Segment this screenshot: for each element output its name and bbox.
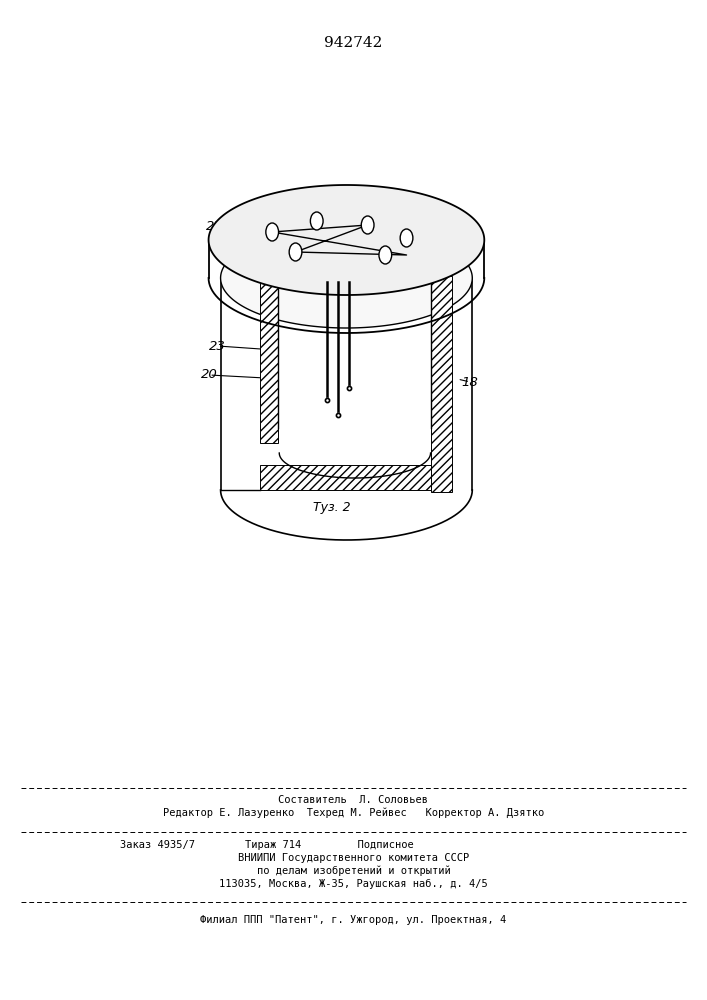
Text: Заказ 4935/7        Тираж 714         Подписное: Заказ 4935/7 Тираж 714 Подписное <box>120 840 414 850</box>
Text: 19: 19 <box>458 251 475 264</box>
Text: 113035, Москва, Ж-35, Раушская наб., д. 4/5: 113035, Москва, Ж-35, Раушская наб., д. … <box>219 879 488 889</box>
Text: Филиал ППП "Патент", г. Ужгород, ул. Проектная, 4: Филиал ППП "Патент", г. Ужгород, ул. Про… <box>200 915 507 925</box>
Polygon shape <box>260 465 431 490</box>
Text: 942742: 942742 <box>325 36 382 50</box>
Circle shape <box>400 229 413 247</box>
Circle shape <box>289 243 302 261</box>
Text: 20: 20 <box>201 368 218 381</box>
Circle shape <box>361 216 374 234</box>
Circle shape <box>310 212 323 230</box>
Text: ВНИИПИ Государственного комитета СССР: ВНИИПИ Государственного комитета СССР <box>238 853 469 863</box>
Polygon shape <box>260 276 278 443</box>
Polygon shape <box>221 228 472 328</box>
Text: 21: 21 <box>446 225 463 237</box>
Text: 18: 18 <box>462 375 479 388</box>
Text: 22: 22 <box>206 220 223 232</box>
Text: Редактор Е. Лазуренко  Техред М. Рейвес   Корректор А. Дзятко: Редактор Е. Лазуренко Техред М. Рейвес К… <box>163 808 544 818</box>
Text: по делам изобретений и открытий: по делам изобретений и открытий <box>257 866 450 876</box>
Polygon shape <box>209 185 484 295</box>
Text: 23: 23 <box>209 340 226 353</box>
Polygon shape <box>431 276 452 492</box>
Text: Τуз. 2: Τуз. 2 <box>313 502 351 514</box>
Text: Составитель  Л. Соловьев: Составитель Л. Соловьев <box>279 795 428 805</box>
Circle shape <box>379 246 392 264</box>
Circle shape <box>266 223 279 241</box>
